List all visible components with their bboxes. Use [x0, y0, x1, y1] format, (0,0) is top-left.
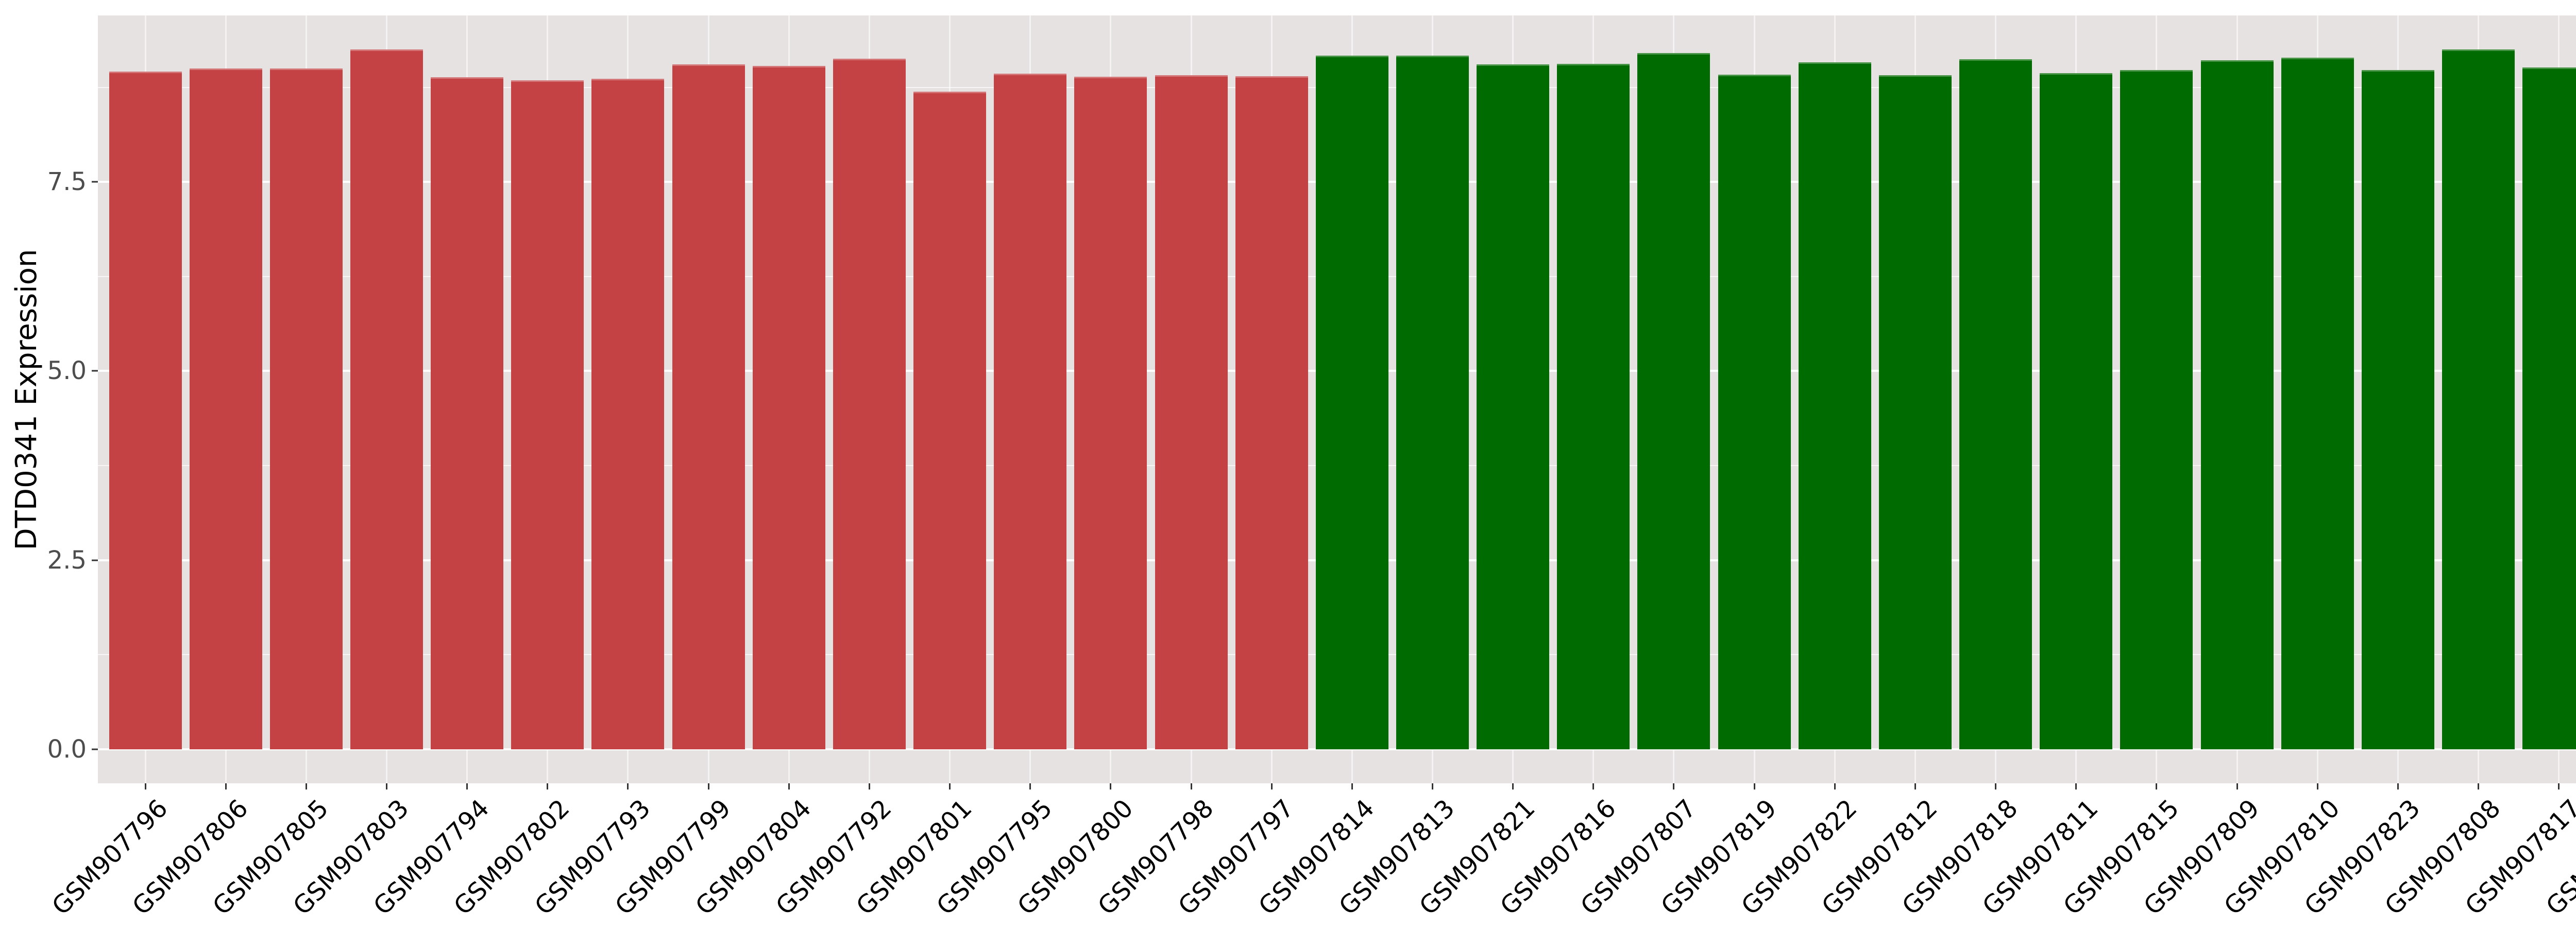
bar-GSM907813	[1396, 55, 1469, 749]
y-tick-label: 5.0	[47, 356, 87, 386]
x-tick-mark	[788, 783, 790, 789]
x-tick-mark	[707, 783, 709, 789]
bar-GSM907804	[752, 66, 825, 749]
bar-GSM907805	[269, 68, 343, 749]
y-tick-label: 0.0	[47, 734, 87, 764]
bar-GSM907794	[431, 77, 504, 749]
x-tick-mark	[949, 783, 951, 789]
bar-GSM907812	[1878, 75, 1952, 749]
bar-GSM907803	[350, 49, 423, 749]
bar-GSM907800	[1074, 76, 1147, 749]
bar-GSM907817	[2522, 67, 2576, 749]
y-tick-mark	[92, 559, 98, 561]
bar-GSM907806	[189, 68, 262, 749]
bar-GSM907798	[1155, 75, 1228, 749]
x-tick-mark	[1270, 783, 1273, 789]
x-tick-mark	[2478, 783, 2480, 789]
bar-GSM907799	[672, 64, 745, 749]
bar-GSM907810	[2281, 58, 2354, 749]
x-tick-mark	[1351, 783, 1353, 789]
bar-GSM907811	[2040, 73, 2113, 749]
x-tick-mark	[2397, 783, 2399, 789]
x-tick-mark	[1673, 783, 1675, 789]
bar-GSM907802	[511, 80, 584, 749]
x-tick-mark	[1110, 783, 1112, 789]
y-tick-label: 2.5	[47, 545, 87, 575]
bar-GSM907821	[1477, 64, 1550, 749]
x-tick-mark	[627, 783, 629, 789]
y-tick-mark	[92, 748, 98, 750]
bar-GSM907793	[591, 79, 665, 749]
x-tick-mark	[1592, 783, 1595, 789]
x-tick-mark	[144, 783, 146, 789]
x-tick-mark	[1432, 783, 1433, 789]
x-tick-mark	[2075, 783, 2077, 789]
y-tick-label: 7.5	[47, 167, 87, 197]
x-tick-mark	[868, 783, 870, 789]
bar-GSM907797	[1235, 76, 1308, 749]
bar-GSM907815	[2120, 70, 2193, 749]
x-tick-mark	[1029, 783, 1031, 789]
bar-GSM907808	[2442, 49, 2515, 749]
x-tick-mark	[2236, 783, 2238, 789]
x-tick-mark	[466, 783, 468, 789]
y-axis-title: DTD0341 Expression	[10, 249, 43, 550]
x-tick-mark	[2316, 783, 2318, 789]
x-tick-mark	[1914, 783, 1916, 789]
bar-GSM907807	[1637, 53, 1710, 749]
bar-GSM907819	[1718, 74, 1791, 749]
bar-GSM907818	[1959, 59, 2032, 749]
bar-GSM907814	[1315, 55, 1388, 749]
x-tick-mark	[385, 783, 387, 789]
x-tick-mark	[1512, 783, 1514, 789]
bar-GSM907795	[994, 74, 1067, 749]
bar-GSM907796	[109, 71, 182, 749]
y-major-gridline	[98, 748, 2576, 750]
bar-GSM907822	[1798, 62, 1871, 749]
x-tick-mark	[547, 783, 549, 789]
x-tick-mark	[1834, 783, 1836, 789]
y-tick-mark	[92, 181, 98, 183]
x-tick-mark	[1995, 783, 1997, 789]
plot-panel	[98, 15, 2576, 783]
x-tick-mark	[225, 783, 227, 789]
x-tick-mark	[1753, 783, 1755, 789]
x-tick-mark	[2156, 783, 2158, 789]
bar-GSM907792	[833, 58, 906, 749]
bar-GSM907816	[1557, 64, 1630, 749]
x-tick-mark	[2558, 783, 2560, 789]
x-tick-mark	[305, 783, 307, 789]
bar-GSM907809	[2200, 60, 2274, 749]
y-tick-mark	[92, 370, 98, 372]
bar-GSM907823	[2361, 70, 2434, 749]
bar-GSM907801	[913, 92, 987, 749]
x-tick-mark	[1190, 783, 1192, 789]
